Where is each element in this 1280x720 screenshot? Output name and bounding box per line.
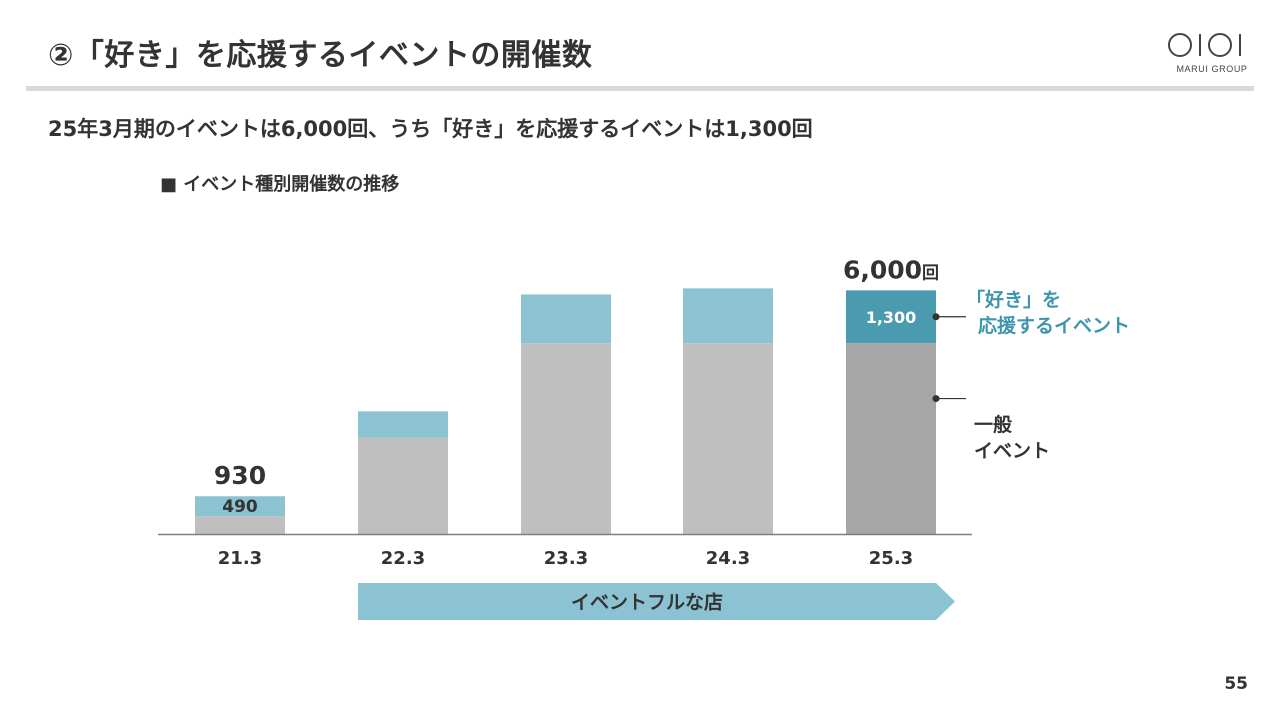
bar-general-21.3 (195, 516, 285, 534)
bar-general-22.3 (358, 438, 448, 534)
x-tick-label: 22.3 (381, 548, 425, 569)
x-tick-label: 25.3 (869, 548, 913, 569)
total-unit: 回 (922, 263, 939, 283)
x-tick-label: 23.3 (544, 548, 588, 569)
page-number: 55 (1224, 674, 1248, 694)
total-value: 930 (214, 461, 266, 490)
bar-general-24.3 (683, 343, 773, 534)
data-label-fan-21.3: 490 (222, 497, 258, 517)
bar-fan-22.3 (358, 411, 448, 437)
bar-fan-24.3 (683, 288, 773, 343)
total-label-21.3: 930 (214, 461, 266, 490)
x-tick-label: 24.3 (706, 548, 750, 569)
legend-label-line: 「好き」を (966, 288, 1061, 311)
arrow-banner-label: イベントフルな店 (571, 591, 723, 614)
total-label-25.3: 6,000回 (843, 255, 939, 284)
total-value: 6,000 (843, 255, 922, 284)
x-tick-label: 21.3 (218, 548, 262, 569)
bar-general-23.3 (521, 343, 611, 534)
legend-label-line: イベント (974, 440, 1050, 462)
data-label-fan-25.3: 1,300 (866, 308, 917, 327)
bar-fan-23.3 (521, 294, 611, 343)
legend-label-line: 応援するイベント (978, 314, 1130, 337)
legend-label-line: 一般 (974, 413, 1012, 436)
bar-general-25.3 (846, 343, 936, 534)
